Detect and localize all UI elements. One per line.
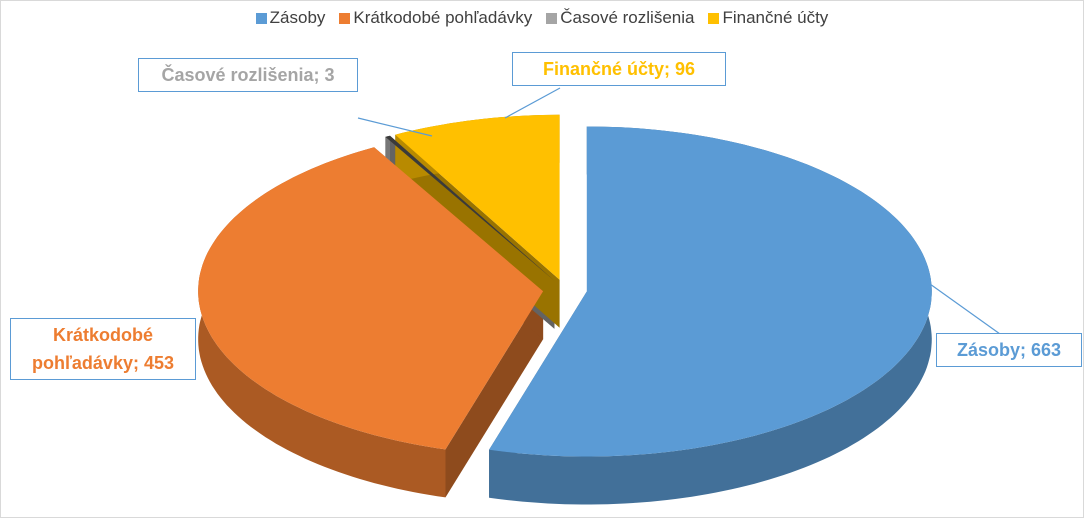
legend-label: Krátkodobé pohľadávky xyxy=(353,8,533,27)
legend: Zásoby Krátkodobé pohľadávky Časové rozliš… xyxy=(0,8,1084,28)
slice-side xyxy=(445,291,544,498)
legend-item: Krátkodobé pohľadávky xyxy=(339,8,532,28)
legend-item: Časové rozlišenia xyxy=(546,8,694,28)
legend-swatch xyxy=(708,12,720,24)
legend-swatch xyxy=(339,12,351,24)
legend-label: Časové rozlišenia xyxy=(560,8,695,27)
leader-line xyxy=(504,87,561,119)
legend-swatch xyxy=(546,12,558,24)
leader-line xyxy=(357,117,433,137)
data-label: Časové rozlišenia; 3 xyxy=(138,58,358,92)
legend-swatch xyxy=(255,12,267,24)
slice xyxy=(198,147,544,450)
legend-label: Zásoby xyxy=(269,8,326,27)
data-label: Finančné účty; 96 xyxy=(512,52,726,86)
slice xyxy=(395,114,560,280)
slice xyxy=(385,135,555,281)
slice-edge xyxy=(489,126,932,505)
data-label: Krátkodobé pohľadávky; 453 xyxy=(10,318,196,380)
legend-label: Finančné účty xyxy=(722,8,829,27)
legend-item: Finančné účty xyxy=(708,8,828,28)
slice xyxy=(489,126,932,457)
leader-line xyxy=(929,283,1001,335)
data-label: Zásoby; 663 xyxy=(936,333,1082,367)
legend-item: Zásoby xyxy=(255,8,326,28)
